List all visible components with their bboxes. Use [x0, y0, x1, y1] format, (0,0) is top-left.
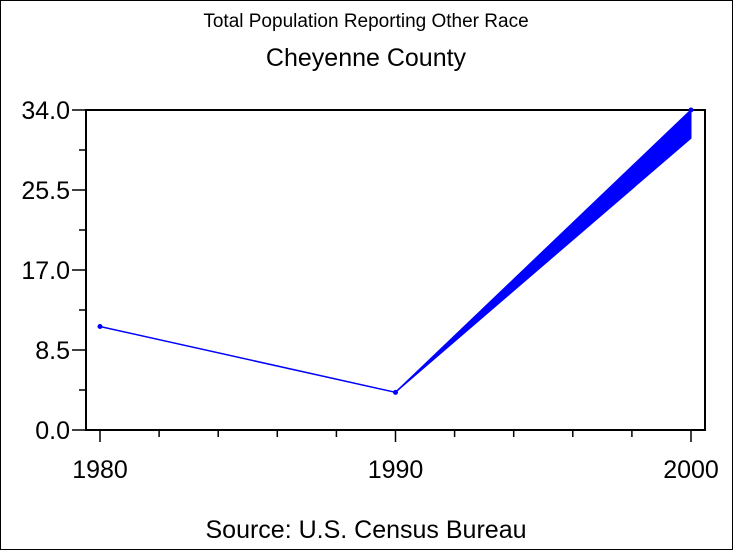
chart-subtitle: Cheyenne County [266, 44, 467, 72]
x-tick-label: 2000 [663, 456, 719, 484]
chart-title: Total Population Reporting Other Race [203, 11, 528, 32]
plot-area [85, 109, 706, 431]
y-tick-label: 0.0 [35, 417, 70, 445]
x-tick-label: 1990 [368, 456, 424, 484]
y-tick-label: 25.5 [21, 177, 70, 205]
y-tick-label: 17.0 [21, 257, 70, 285]
chart-footnote: Source: U.S. Census Bureau [206, 516, 527, 544]
y-tick-label: 34.0 [21, 97, 70, 125]
series-line [99, 109, 692, 394]
data-point [393, 389, 398, 395]
y-tick-label: 8.5 [35, 337, 70, 365]
data-point [97, 323, 103, 329]
x-tick-label: 1980 [72, 456, 128, 484]
data-point [688, 107, 694, 113]
